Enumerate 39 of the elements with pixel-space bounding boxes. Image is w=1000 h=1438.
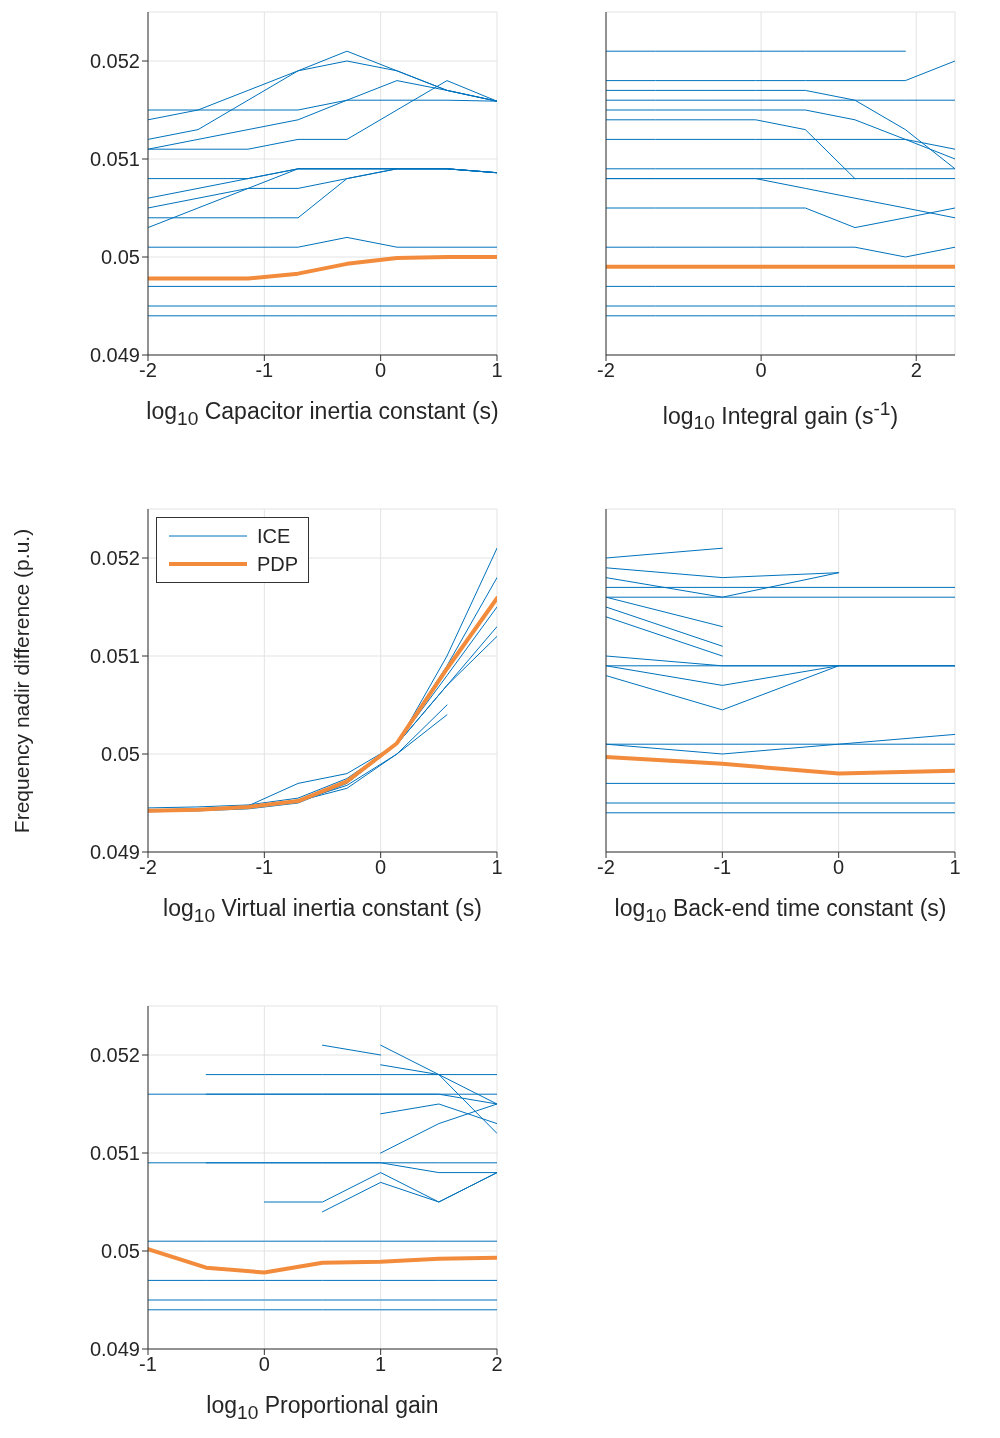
x-tick-label: -1 — [255, 856, 274, 879]
x-tick-label: 1 — [375, 1353, 387, 1376]
y-tick-label: 0.051 — [89, 1142, 140, 1165]
y-tick-label: 0.052 — [89, 50, 140, 73]
y-tick-label: 0.051 — [89, 148, 140, 171]
legend-label: ICE — [257, 524, 291, 548]
x-axis-title: log$_{10}$ Proportional gain — [205, 1392, 440, 1424]
y-tick-label: 0.05 — [101, 1240, 140, 1263]
y-tick-label: 0.052 — [89, 1044, 140, 1067]
y-tick-label: 0.051 — [89, 645, 140, 668]
x-tick-label: -2 — [139, 856, 157, 879]
x-tick-label: -1 — [139, 1353, 157, 1376]
x-tick-label: 0 — [755, 359, 767, 382]
y-tick-label: 0.05 — [101, 246, 140, 269]
y-tick-label: 0.05 — [101, 743, 140, 766]
x-tick-label: 0 — [258, 1353, 270, 1376]
x-tick-label: 0 — [375, 359, 387, 382]
x-tick-label: -2 — [139, 359, 157, 382]
x-tick-label: 0 — [833, 856, 845, 879]
x-axis-title: log$_{10}$ Back-end time constant (s) — [613, 895, 948, 927]
x-tick-label: -2 — [597, 359, 615, 382]
x-tick-label: 2 — [491, 1353, 503, 1376]
legend-label: PDP — [257, 552, 299, 576]
x-tick-label: 1 — [949, 856, 961, 879]
y-tick-label: 0.049 — [89, 1338, 140, 1361]
y-tick-label: 0.052 — [89, 547, 140, 570]
x-tick-label: 1 — [491, 856, 503, 879]
x-tick-label: -1 — [713, 856, 732, 879]
x-tick-label: -2 — [597, 856, 615, 879]
x-tick-label: -1 — [255, 359, 274, 382]
x-tick-label: 2 — [910, 359, 922, 382]
y-axis-title: Frequency nadir difference (p.u.) — [10, 528, 34, 833]
x-axis-title: log$_{10}$ Virtual inertia constant (s) — [162, 895, 483, 927]
x-tick-label: 0 — [375, 856, 387, 879]
y-tick-label: 0.049 — [89, 841, 140, 864]
x-tick-label: 1 — [491, 359, 503, 382]
y-tick-label: 0.049 — [89, 344, 140, 367]
x-axis-title: log$_{10}$ Integral gain (s$^{-1}$) — [661, 398, 900, 435]
x-axis-title: log$_{10}$ Capacitor inertia constant (s) — [145, 398, 500, 430]
